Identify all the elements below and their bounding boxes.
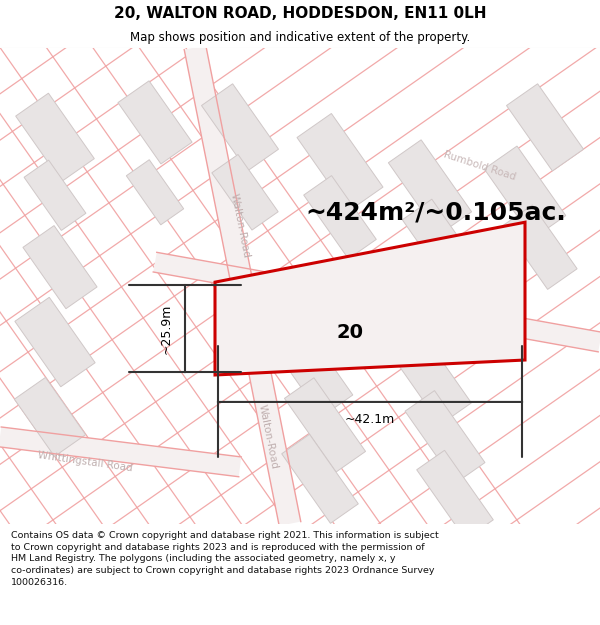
Polygon shape (297, 114, 383, 211)
Text: ~424m²/~0.105ac.: ~424m²/~0.105ac. (305, 200, 566, 224)
Polygon shape (23, 226, 97, 309)
Polygon shape (202, 84, 278, 171)
Polygon shape (15, 298, 95, 387)
Polygon shape (389, 329, 472, 424)
Polygon shape (118, 81, 192, 164)
Text: Rumbold Road: Rumbold Road (272, 284, 348, 307)
Polygon shape (405, 391, 485, 483)
Text: Map shows position and indicative extent of the property.: Map shows position and indicative extent… (130, 31, 470, 44)
Text: ~42.1m: ~42.1m (345, 413, 395, 426)
Polygon shape (281, 434, 358, 523)
Polygon shape (127, 160, 184, 225)
Polygon shape (0, 427, 241, 477)
Text: Rumbold Road: Rumbold Road (443, 149, 517, 182)
Text: Walton-Road: Walton-Road (229, 192, 251, 259)
Text: 20: 20 (337, 322, 364, 341)
Polygon shape (267, 318, 353, 417)
Polygon shape (14, 378, 86, 456)
Polygon shape (16, 93, 94, 181)
Text: Walton-Road: Walton-Road (257, 404, 280, 470)
Polygon shape (503, 205, 577, 289)
Text: Contains OS data © Crown copyright and database right 2021. This information is : Contains OS data © Crown copyright and d… (11, 531, 439, 587)
Polygon shape (403, 199, 478, 285)
Polygon shape (506, 84, 584, 171)
Polygon shape (215, 222, 525, 375)
Polygon shape (416, 450, 493, 539)
Polygon shape (184, 46, 301, 526)
Polygon shape (304, 176, 376, 259)
Polygon shape (484, 146, 566, 239)
Polygon shape (153, 253, 600, 352)
Text: Whittingstall Road: Whittingstall Road (37, 450, 133, 474)
Text: 20, WALTON ROAD, HODDESDON, EN11 0LH: 20, WALTON ROAD, HODDESDON, EN11 0LH (114, 6, 486, 21)
Polygon shape (24, 160, 86, 231)
Polygon shape (284, 378, 365, 472)
Polygon shape (388, 140, 472, 235)
Text: ~25.9m: ~25.9m (160, 303, 173, 354)
Polygon shape (212, 154, 278, 230)
